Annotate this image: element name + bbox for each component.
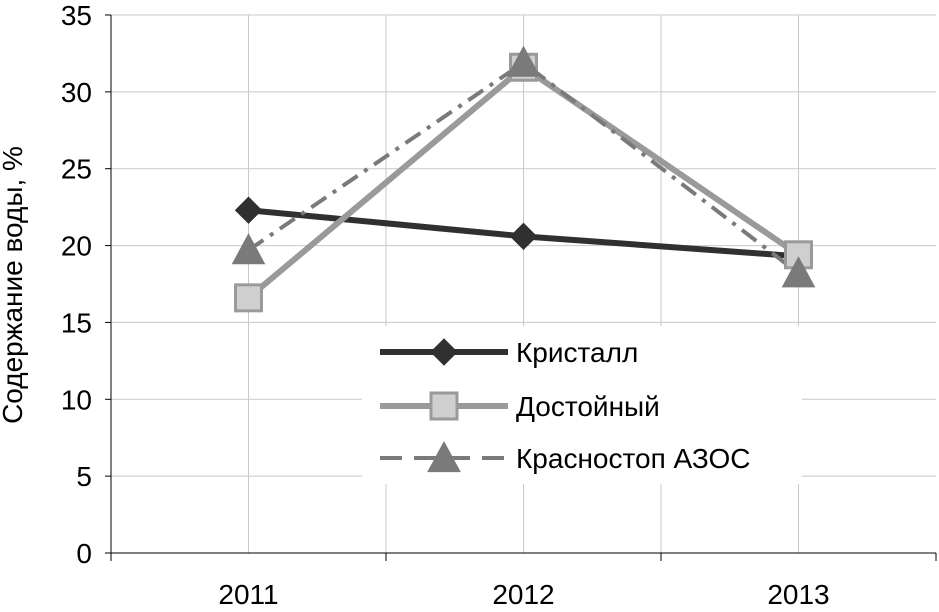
legend-marker [427,440,461,473]
x-tick-labels: 2011 2012 2013 [218,579,829,610]
y-tick-label: 30 [61,77,92,108]
y-tick-label: 10 [61,384,92,415]
legend-marker [429,391,459,421]
x-tick-label: 2012 [492,579,554,610]
legend: Кристалл Достойный Красностоп АЗОС [380,337,750,474]
y-tick-labels: 0 5 10 15 20 25 30 35 [61,0,92,569]
data-point-marker [234,283,263,313]
x-tick-label: 2013 [767,579,829,610]
data-point-marker [781,256,816,288]
y-tick-label: 15 [61,307,92,338]
data-point-marker [509,222,538,251]
legend-label: Достойный [516,391,660,422]
y-tick-label: 20 [61,231,92,262]
data-point-marker [506,45,541,77]
data-point-marker [231,233,266,265]
data-point-marker [234,196,263,224]
legend-label: Кристалл [516,337,638,368]
legend-marker [430,338,458,366]
legend-label: Красностоп АЗОС [516,443,750,474]
y-tick-label: 5 [76,461,92,492]
y-axis-title: Содержание воды, % [0,146,28,424]
y-tick-label: 0 [76,538,92,569]
series-lines [231,45,816,313]
x-tick-label: 2011 [218,579,278,610]
y-tick-label: 25 [61,154,92,185]
axes [105,14,937,561]
y-tick-label: 35 [61,0,92,31]
